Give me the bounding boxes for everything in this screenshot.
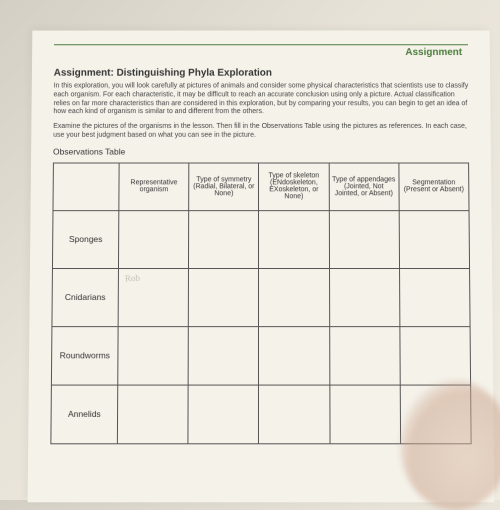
thumb-shadow xyxy=(400,380,500,510)
row-label-roundworms: Roundworms xyxy=(51,326,118,384)
assignment-title: Assignment: Distinguishing Phyla Explora… xyxy=(54,68,469,79)
cell[interactable] xyxy=(118,326,189,384)
col-header-symmetry: Type of symmetry (Radial, Bilateral, or … xyxy=(189,163,259,211)
cell[interactable] xyxy=(399,210,470,268)
row-label-sponges: Sponges xyxy=(52,210,118,268)
col-header-organism: Representative organism xyxy=(119,163,189,211)
table-row: Roundworms xyxy=(51,326,470,384)
row-label-annelids: Annelids xyxy=(51,385,118,444)
table-caption: Observations Table xyxy=(53,146,469,156)
col-header-skeleton: Type of skeleton (ENdoskeleton, EXoskele… xyxy=(259,163,329,211)
table-row: Sponges xyxy=(52,210,469,268)
cell[interactable] xyxy=(117,385,188,444)
intro-paragraph-1: In this exploration, you will look caref… xyxy=(53,83,468,117)
cell[interactable] xyxy=(329,268,400,326)
cell[interactable] xyxy=(259,268,329,326)
cell[interactable] xyxy=(329,210,399,268)
cell[interactable] xyxy=(399,268,470,326)
intro-paragraph-2: Examine the pictures of the organisms in… xyxy=(53,123,469,140)
cell[interactable]: Rob xyxy=(118,268,189,326)
cell[interactable] xyxy=(259,210,329,268)
col-header-appendages: Type of appendages (Jointed, Not Jointed… xyxy=(329,163,399,211)
cell[interactable] xyxy=(329,326,400,384)
header-rule xyxy=(54,44,468,45)
header-label: Assignment xyxy=(54,47,468,58)
pencil-note: Rob xyxy=(125,272,140,283)
cell[interactable] xyxy=(189,210,259,268)
cell[interactable] xyxy=(188,326,259,384)
cell[interactable] xyxy=(188,385,259,444)
table-row: Cnidarians Rob xyxy=(52,268,470,326)
observations-table: Representative organism Type of symmetry… xyxy=(50,162,471,444)
cell[interactable] xyxy=(259,385,330,444)
col-header-blank xyxy=(53,163,119,211)
row-label-cnidarians: Cnidarians xyxy=(52,268,119,326)
table-header-row: Representative organism Type of symmetry… xyxy=(53,163,469,211)
cell[interactable] xyxy=(259,326,330,384)
cell[interactable] xyxy=(329,385,400,444)
cell[interactable] xyxy=(400,326,471,384)
cell[interactable] xyxy=(118,210,188,268)
col-header-segmentation: Segmentation (Present or Absent) xyxy=(399,163,469,211)
cell[interactable] xyxy=(188,268,258,326)
